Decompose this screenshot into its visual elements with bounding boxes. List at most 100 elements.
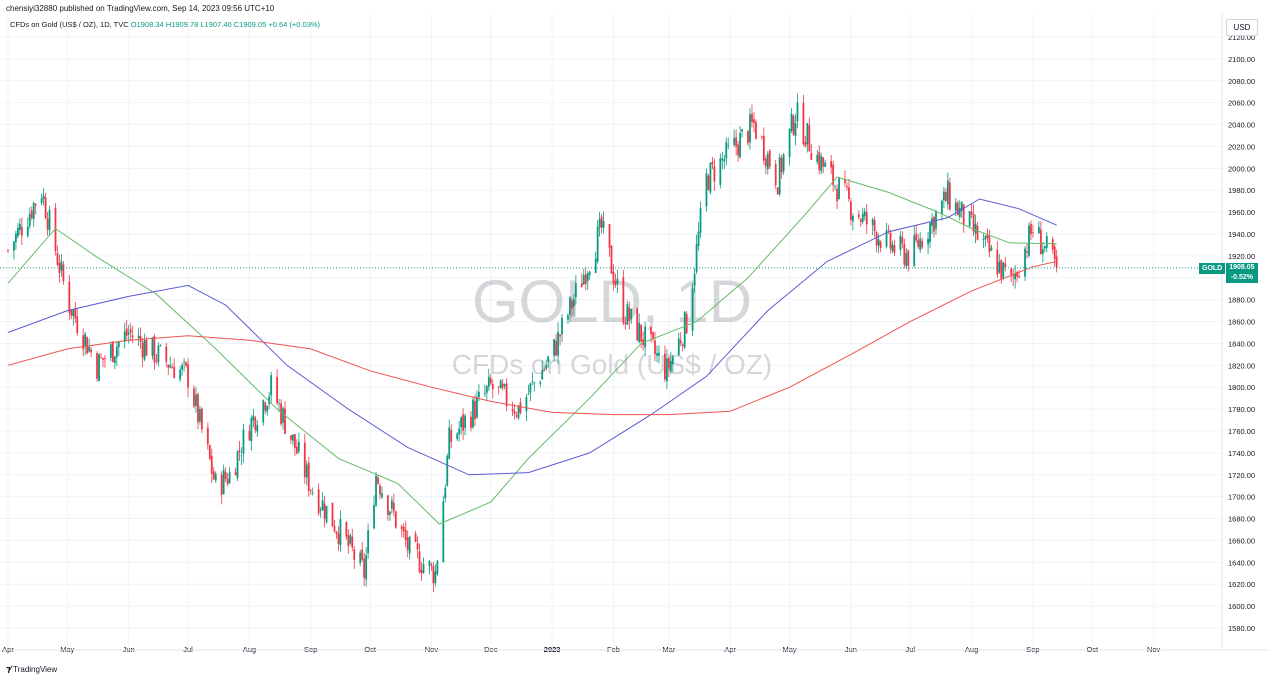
candle-body xyxy=(377,477,379,484)
candle-body xyxy=(68,281,71,313)
candle-body xyxy=(7,250,9,251)
candle-body xyxy=(960,201,963,211)
candle-body xyxy=(365,554,368,580)
candle-body xyxy=(614,280,617,286)
price-tick-label: 2040.00 xyxy=(1228,121,1255,130)
candle-body xyxy=(448,427,451,459)
candle-body xyxy=(850,201,852,220)
candle-body xyxy=(131,335,134,338)
candle-body xyxy=(62,264,65,282)
last-price-symbol: GOLD xyxy=(1199,263,1226,274)
candle-body xyxy=(464,415,466,428)
candle-body xyxy=(20,226,23,236)
candle-body xyxy=(968,211,971,227)
candle-body xyxy=(776,187,779,195)
candle-body xyxy=(337,533,340,544)
candle-body xyxy=(143,340,146,360)
candle-body xyxy=(390,500,393,509)
candle-body xyxy=(220,474,223,495)
candle-body xyxy=(891,244,894,251)
candle-body xyxy=(381,493,383,498)
candle-body xyxy=(830,161,833,168)
candle-body xyxy=(665,358,668,382)
candle-body xyxy=(517,405,520,419)
candle-body xyxy=(836,188,838,202)
candle-body xyxy=(929,222,931,242)
candle-body xyxy=(1004,263,1007,268)
candle-body xyxy=(242,429,245,454)
candle-body xyxy=(319,509,322,511)
price-tick-label: 1660.00 xyxy=(1228,536,1255,545)
candle-body xyxy=(656,353,658,356)
candle-body xyxy=(1026,251,1028,253)
candle-body xyxy=(270,375,273,396)
candle-body xyxy=(543,369,546,371)
candle-body xyxy=(879,241,882,248)
candle-body xyxy=(102,357,104,360)
candle-body xyxy=(846,186,848,188)
candle-body xyxy=(681,344,684,347)
candle-body xyxy=(555,340,557,356)
candle-body xyxy=(889,232,892,249)
price-tick-label: 2020.00 xyxy=(1228,142,1255,151)
candle-body xyxy=(747,131,749,144)
candle-body xyxy=(598,218,601,228)
symbol-description[interactable]: CFDs on Gold (US$ / OZ), 1D, TVC xyxy=(10,20,129,29)
candle-body xyxy=(266,406,269,412)
candle-body xyxy=(685,314,688,334)
candle-body xyxy=(764,158,767,167)
symbol-legend[interactable]: CFDs on Gold (US$ / OZ), 1D, TVC O1908.3… xyxy=(10,20,320,29)
candle-body xyxy=(392,502,395,512)
price-axis[interactable]: 2120.00 2100.00 2080.00 2060.00 2040.00 2020.… xyxy=(1228,33,1255,633)
candle-body xyxy=(34,203,37,206)
candle-body xyxy=(755,121,757,139)
candle-body xyxy=(885,230,888,247)
candle-body xyxy=(834,185,836,187)
candle-body xyxy=(810,153,813,160)
candle-body xyxy=(695,244,698,272)
candle-body xyxy=(719,158,722,185)
price-tick-label: 1580.00 xyxy=(1228,624,1255,633)
candle-body xyxy=(193,388,195,407)
candle-body xyxy=(529,383,532,393)
candle-body xyxy=(321,500,324,510)
candle-body xyxy=(762,136,765,161)
candle-body xyxy=(753,119,755,123)
candle-body xyxy=(931,218,933,226)
candle-body xyxy=(238,450,241,453)
candle-body xyxy=(1039,229,1042,255)
candle-body xyxy=(323,503,326,519)
candle-body xyxy=(727,145,730,147)
candle-body xyxy=(347,535,350,547)
candle-body xyxy=(248,430,251,441)
candle-body xyxy=(98,354,100,382)
candle-body xyxy=(569,297,571,315)
candle-body xyxy=(240,455,243,457)
candle-body xyxy=(305,464,308,478)
candle-body xyxy=(636,308,639,341)
candle-body xyxy=(90,349,93,353)
candle-body xyxy=(201,408,203,430)
candle-body xyxy=(1041,249,1044,255)
footer-brand[interactable]: ⁊⁄ TradingView xyxy=(6,664,57,675)
candle-body xyxy=(572,299,575,307)
candle-body xyxy=(721,158,724,161)
candle-body xyxy=(677,338,680,356)
currency-selector[interactable]: USD xyxy=(1226,19,1258,36)
candle-body xyxy=(489,378,492,384)
candle-body xyxy=(962,204,965,226)
candle-body xyxy=(711,161,714,165)
candle-body xyxy=(497,386,500,388)
candle-body xyxy=(234,472,237,476)
price-tick-label: 1860.00 xyxy=(1228,318,1255,327)
price-tick-label: 2100.00 xyxy=(1228,55,1255,64)
price-tick-label: 1740.00 xyxy=(1228,449,1255,458)
candle-body xyxy=(863,211,866,217)
candle-body xyxy=(86,337,89,354)
candle-body xyxy=(420,569,423,574)
candle-body xyxy=(503,384,506,386)
chart-grid xyxy=(0,14,1222,650)
candle-body xyxy=(418,551,421,573)
candle-body xyxy=(650,326,652,335)
